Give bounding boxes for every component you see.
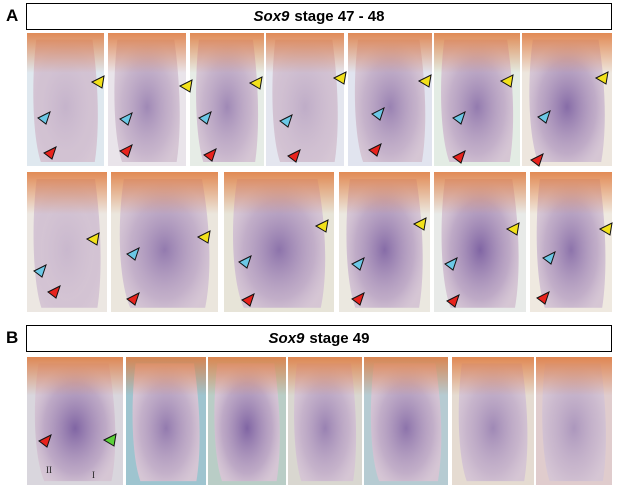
yellow-arrowhead-icon [314,219,329,233]
panel-a-row2-micrograph-11 [339,172,430,312]
tissue-orange-region [530,172,612,214]
tissue-orange-region [522,33,612,73]
red-arrowhead-icon [126,292,140,306]
red-arrowhead-icon [530,153,544,167]
panel-b-micrograph-14 [27,357,123,485]
panel-a-row1-micrograph-5 [348,33,432,166]
cyan-arrowhead-icon [371,107,385,121]
yellow-arrowhead-icon [499,74,514,88]
tissue-orange-region [266,33,344,73]
cyan-arrowhead-icon [351,257,365,271]
panel-a-row2-micrograph-9 [111,172,218,312]
yellow-arrowhead-icon [417,74,432,88]
red-arrowhead-icon [287,149,301,163]
cyan-arrowhead-icon [198,111,212,125]
tissue-orange-region [348,33,432,73]
red-arrowhead-icon [536,291,550,305]
digit-label-i: I [92,470,95,480]
tissue-orange-region [339,172,430,214]
yellow-arrowhead-icon [178,79,193,93]
tissue-orange-region [288,357,362,396]
red-arrowhead-icon [452,150,466,164]
tissue-orange-region [536,357,612,396]
yellow-arrowhead-icon [248,76,263,90]
tissue-orange-region [190,33,264,73]
tissue-orange-region [364,357,448,396]
panel-a-title: Sox9 stage 47 - 48 [26,3,612,30]
cyan-arrowhead-icon [126,247,140,261]
panel-a-row2-micrograph-13 [530,172,612,312]
cyan-arrowhead-icon [33,264,47,278]
red-arrowhead-icon [43,146,57,160]
panel-a-row2-micrograph-12 [434,172,526,312]
red-arrowhead-icon [47,285,61,299]
tissue-orange-region [27,357,123,396]
yellow-arrowhead-icon [505,222,520,236]
cyan-arrowhead-icon [444,257,458,271]
tissue-orange-region [434,33,520,73]
panel-a-row1-micrograph-7 [522,33,612,166]
panel-b-micrograph-18 [364,357,448,485]
tissue-orange-region [434,172,526,214]
red-arrowhead-icon [368,143,382,157]
cyan-arrowhead-icon [542,251,556,265]
panel-b-micrograph-16 [208,357,286,485]
yellow-arrowhead-icon [412,217,427,231]
panel-a-row2-micrograph-10 [224,172,334,312]
cyan-arrowhead-icon [37,111,51,125]
yellow-arrowhead-icon [598,222,613,236]
red-arrowhead-icon [351,292,365,306]
cyan-arrowhead-icon [537,110,551,124]
cyan-arrowhead-icon [452,111,466,125]
panel-b-gene-name: Sox9 [268,330,305,347]
tissue-orange-region [452,357,534,396]
panel-a-stage-label: stage 47 - 48 [294,8,385,25]
green-arrowhead-icon [102,433,117,447]
red-arrowhead-icon [119,144,133,158]
yellow-arrowhead-icon [85,232,100,246]
yellow-arrowhead-icon [594,71,609,85]
red-arrowhead-icon [203,148,217,162]
panel-b-stage-label: stage 49 [309,330,370,347]
yellow-arrowhead-icon [90,75,105,89]
yellow-arrowhead-icon [332,71,347,85]
panel-b-title: Sox9 stage 49 [26,325,612,352]
panel-a-row1-micrograph-6 [434,33,520,166]
tissue-orange-region [126,357,206,396]
tissue-orange-region [111,172,218,214]
panel-b-micrograph-15 [126,357,206,485]
red-arrowhead-icon [446,294,460,308]
panel-a-row2-micrograph-8 [27,172,107,312]
cyan-arrowhead-icon [119,112,133,126]
cyan-arrowhead-icon [279,114,293,128]
red-arrowhead-icon [241,293,255,307]
panel-a-gene-name: Sox9 [253,8,290,25]
panel-a-row1-micrograph-1 [27,33,104,166]
tissue-orange-region [27,172,107,214]
cyan-arrowhead-icon [238,255,252,269]
panel-b-micrograph-19 [452,357,534,485]
tissue-orange-region [27,33,104,73]
panel-b-letter: B [6,328,19,347]
panel-b-micrograph-17 [288,357,362,485]
panel-a-row1-micrograph-2 [108,33,186,166]
panel-b-micrograph-20 [536,357,612,485]
tissue-orange-region [208,357,286,396]
panel-a-row1-micrograph-4 [266,33,344,166]
panel-a-letter: A [6,6,19,25]
tissue-orange-region [108,33,186,73]
tissue-orange-region [224,172,334,214]
digit-label-ii: II [46,465,52,475]
red-arrowhead-icon [38,434,52,448]
yellow-arrowhead-icon [196,230,211,244]
panel-a-row1-micrograph-3 [190,33,264,166]
